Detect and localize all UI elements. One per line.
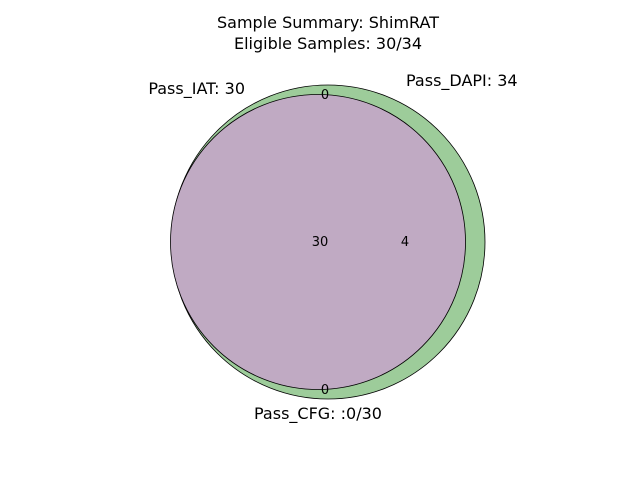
figure-title-line-2: Eligible Samples: 30/34 <box>234 34 422 53</box>
figure-title-line-1: Sample Summary: ShimRAT <box>217 13 439 32</box>
pass-iat-circle <box>170 94 466 390</box>
region-count-top: 0 <box>321 88 329 103</box>
pass-iat-label: Pass_IAT: 30 <box>148 79 245 99</box>
pass-cfg-label: Pass_CFG: :0/30 <box>254 404 382 424</box>
region-count-bottom: 0 <box>321 383 329 398</box>
region-count-intersection: 30 <box>312 235 329 250</box>
pass-dapi-label: Pass_DAPI: 34 <box>406 71 518 91</box>
region-count-dapi-only: 4 <box>401 235 409 250</box>
